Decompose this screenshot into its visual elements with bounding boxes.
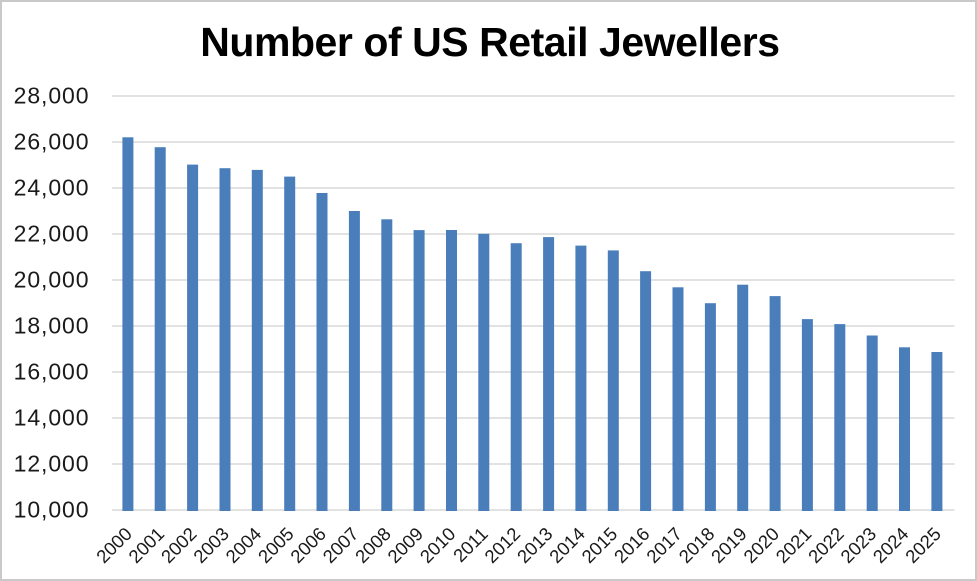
svg-text:26,000: 26,000: [14, 129, 90, 155]
svg-text:20,000: 20,000: [14, 267, 90, 293]
svg-text:Number of US Retail Jewellers: Number of US Retail Jewellers: [200, 19, 779, 65]
svg-text:24,000: 24,000: [14, 175, 90, 201]
svg-text:18,000: 18,000: [14, 313, 90, 339]
svg-text:10,000: 10,000: [14, 497, 90, 523]
svg-text:22,000: 22,000: [14, 221, 90, 247]
svg-text:28,000: 28,000: [14, 83, 90, 109]
svg-text:16,000: 16,000: [14, 359, 90, 385]
svg-text:12,000: 12,000: [14, 451, 90, 477]
svg-text:14,000: 14,000: [14, 405, 90, 431]
